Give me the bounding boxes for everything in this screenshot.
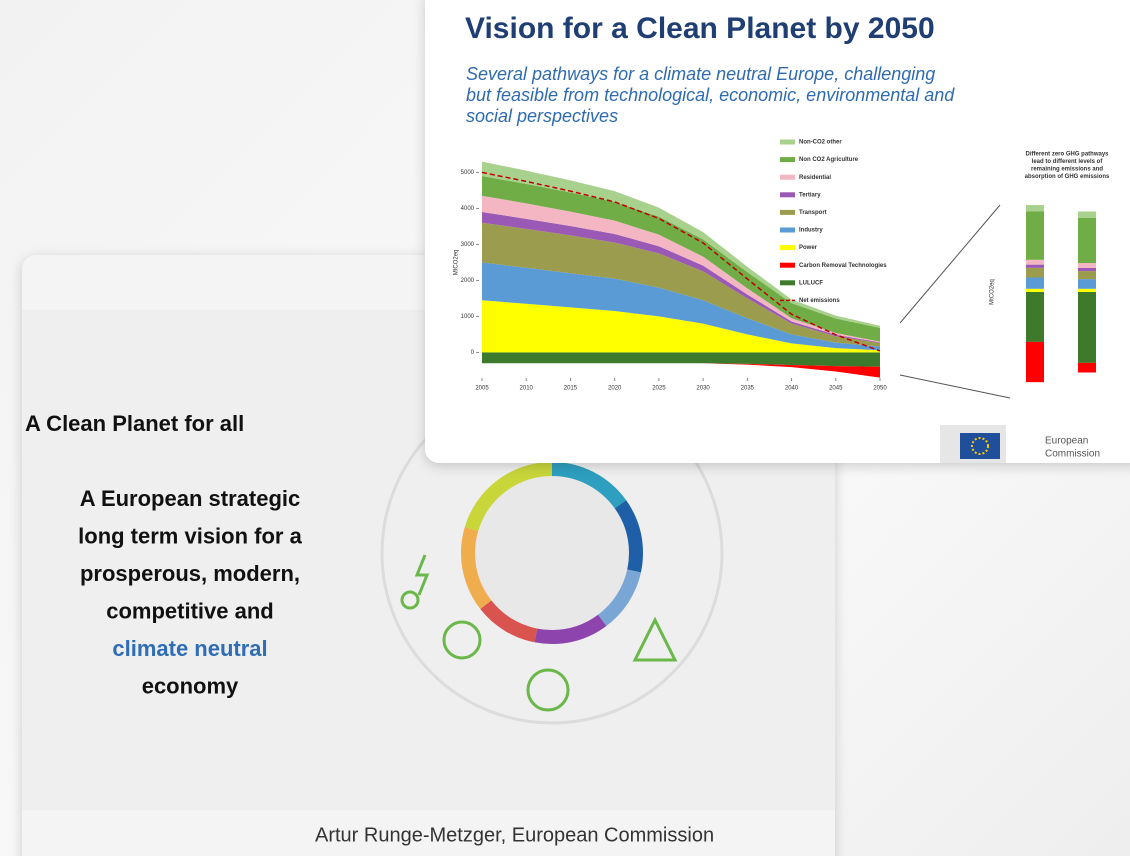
vision-line: economy (142, 673, 239, 698)
legend-swatch (780, 140, 795, 145)
x-tick-label: 2005 (475, 386, 489, 392)
x-tick-label: 2045 (829, 386, 843, 392)
side-bar-segment (1026, 268, 1044, 278)
legend-swatch (780, 210, 795, 215)
slide-2: Vision for a Clean Planet by 2050 Severa… (425, 0, 1130, 463)
legend-label: Carbon Removal Technologies (799, 263, 887, 269)
side-bar-segment (1078, 212, 1096, 218)
legend-label: Transport (799, 210, 827, 216)
legend-swatch (780, 157, 795, 162)
logo-text: European (1045, 436, 1088, 447)
y-tick-label: 4000 (461, 206, 475, 212)
x-tick-label: 2050 (873, 386, 887, 392)
slide-1-title: A Clean Planet for all (25, 411, 244, 436)
legend-label: Power (799, 245, 818, 251)
x-tick-label: 2025 (652, 386, 666, 392)
x-tick-label: 2030 (696, 386, 710, 392)
logo-text: Commission (1045, 449, 1100, 460)
legend-swatch (780, 280, 795, 285)
side-bar-segment (1026, 278, 1044, 289)
eu-flag (960, 433, 1000, 459)
side-note: remaining emissions and (1031, 167, 1103, 173)
side-bar-segment (1026, 265, 1044, 268)
slide-2-title: Vision for a Clean Planet by 2050 (465, 12, 935, 45)
side-bar-segment (1078, 289, 1096, 292)
author: Artur Runge-Metzger, European Commission (315, 824, 714, 846)
side-bar-segment (1026, 289, 1044, 292)
vision-line: competitive and (106, 598, 273, 623)
screen: A Clean Planet for all A European strate… (0, 0, 1130, 856)
side-bar-segment (1078, 279, 1096, 289)
legend-swatch (780, 175, 795, 180)
legend-label: Residential (799, 175, 831, 181)
y-tick-label: 1000 (461, 314, 475, 320)
legend-swatch (780, 245, 795, 250)
x-tick-label: 2040 (785, 386, 799, 392)
vision-line: prosperous, modern, (80, 561, 300, 586)
side-bar-segment (1078, 263, 1096, 268)
legend-label: Non CO2 Agriculture (799, 157, 859, 163)
page: A Clean Planet for all A European strate… (0, 0, 1130, 856)
y-tick-label: 2000 (461, 278, 475, 284)
legend-label: Non-CO2 other (799, 140, 842, 146)
side-note: lead to different levels of (1032, 159, 1104, 165)
y-tick-label: 3000 (461, 242, 475, 248)
x-tick-label: 2035 (741, 386, 755, 392)
side-note: Different zero GHG pathways (1025, 152, 1109, 158)
side-bar-segment (1026, 342, 1044, 382)
legend-swatch (780, 263, 795, 268)
x-tick-label: 2015 (564, 386, 578, 392)
side-bar-segment (1078, 363, 1096, 373)
side-bar-segment (1026, 205, 1044, 211)
side-y-label: MtCO2eq (990, 279, 996, 305)
side-bar-segment (1026, 292, 1044, 342)
legend-swatch (780, 228, 795, 233)
side-bar-segment (1026, 212, 1044, 260)
side-bar-segment (1078, 292, 1096, 363)
legend-label: Tertiary (799, 192, 821, 198)
side-bar-segment (1078, 271, 1096, 279)
side-note: absorption of GHG emissions (1025, 174, 1110, 180)
vision-line: long term vision for a (78, 523, 302, 548)
legend-label: LULUCF (799, 280, 823, 286)
vision-line: A European strategic (80, 486, 300, 511)
legend-label: Net emissions (799, 298, 840, 304)
subtitle-line: but feasible from technological, economi… (466, 85, 955, 105)
x-tick-label: 2020 (608, 386, 622, 392)
side-bar-segment (1078, 218, 1096, 263)
subtitle-line: Several pathways for a climate neutral E… (466, 64, 935, 84)
subtitle-line: social perspectives (466, 106, 618, 126)
legend-label: Industry (799, 228, 823, 234)
side-bar-segment (1078, 268, 1096, 271)
y-tick-label: 5000 (461, 170, 475, 176)
legend-swatch (780, 192, 795, 197)
y-axis-label: MtCO2eq (454, 250, 460, 276)
vision-line: climate neutral (112, 636, 267, 661)
x-tick-label: 2010 (520, 386, 534, 392)
side-bar-segment (1026, 260, 1044, 265)
